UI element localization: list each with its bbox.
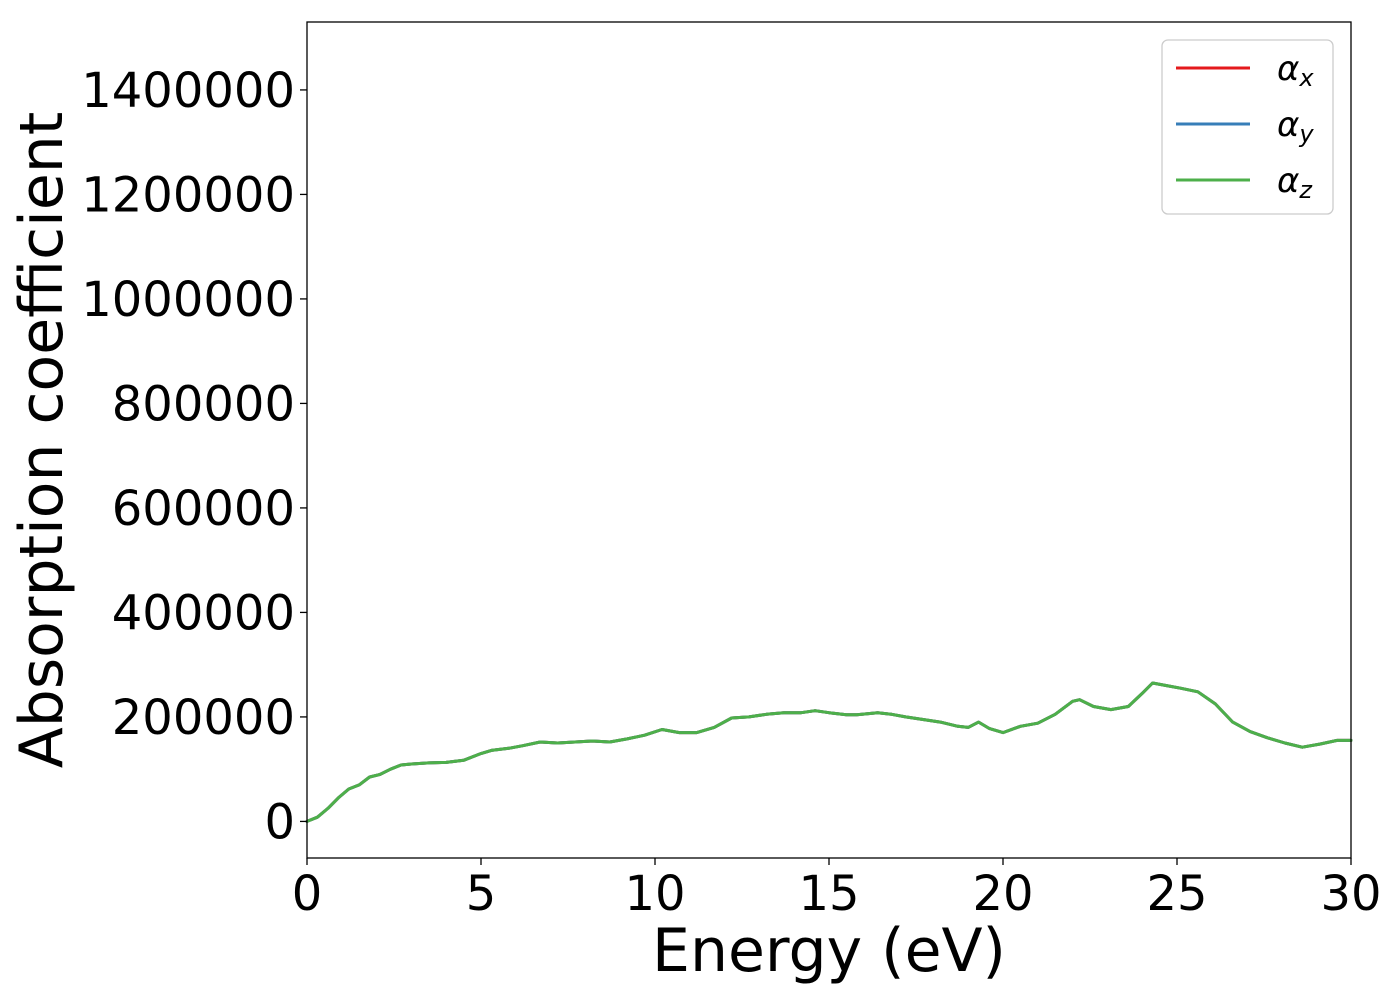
x-axis: 0 5 10 15 20 25 30 (292, 858, 1382, 922)
series-layer (305, 681, 1353, 823)
legend-frame (1161, 39, 1334, 215)
x-axis-title: Energy (eV) (652, 916, 1006, 986)
legend: αx αy αz (1161, 39, 1334, 215)
x-tick-label: 5 (466, 866, 497, 922)
series-line-y (305, 681, 1353, 823)
y-tick-label: 200000 (112, 690, 295, 746)
x-tick-label: 15 (798, 866, 859, 922)
y-tick-label: 0 (264, 794, 295, 850)
y-tick-label: 1200000 (81, 167, 295, 223)
series-line-x (305, 681, 1353, 823)
y-axis: 0 200000 400000 600000 800000 1000000 1200000 1… (81, 63, 307, 850)
y-tick-label: 600000 (112, 481, 295, 537)
y-axis-title: Absorption coefficient (7, 112, 77, 769)
y-tick-label: 1400000 (81, 63, 295, 119)
y-tick-label: 1000000 (81, 272, 295, 328)
legend-label-z: αz (1277, 161, 1313, 204)
x-tick-label: 10 (624, 866, 685, 922)
x-tick-label: 20 (972, 866, 1033, 922)
y-tick-label: 800000 (112, 376, 295, 432)
legend-label-x: αx (1277, 49, 1314, 92)
y-tick-label: 400000 (112, 585, 295, 641)
x-tick-label: 0 (292, 866, 323, 922)
legend-label-y: αy (1277, 105, 1314, 148)
x-tick-label: 30 (1320, 866, 1381, 922)
series-line-z (305, 681, 1353, 823)
x-tick-label: 25 (1146, 866, 1207, 922)
